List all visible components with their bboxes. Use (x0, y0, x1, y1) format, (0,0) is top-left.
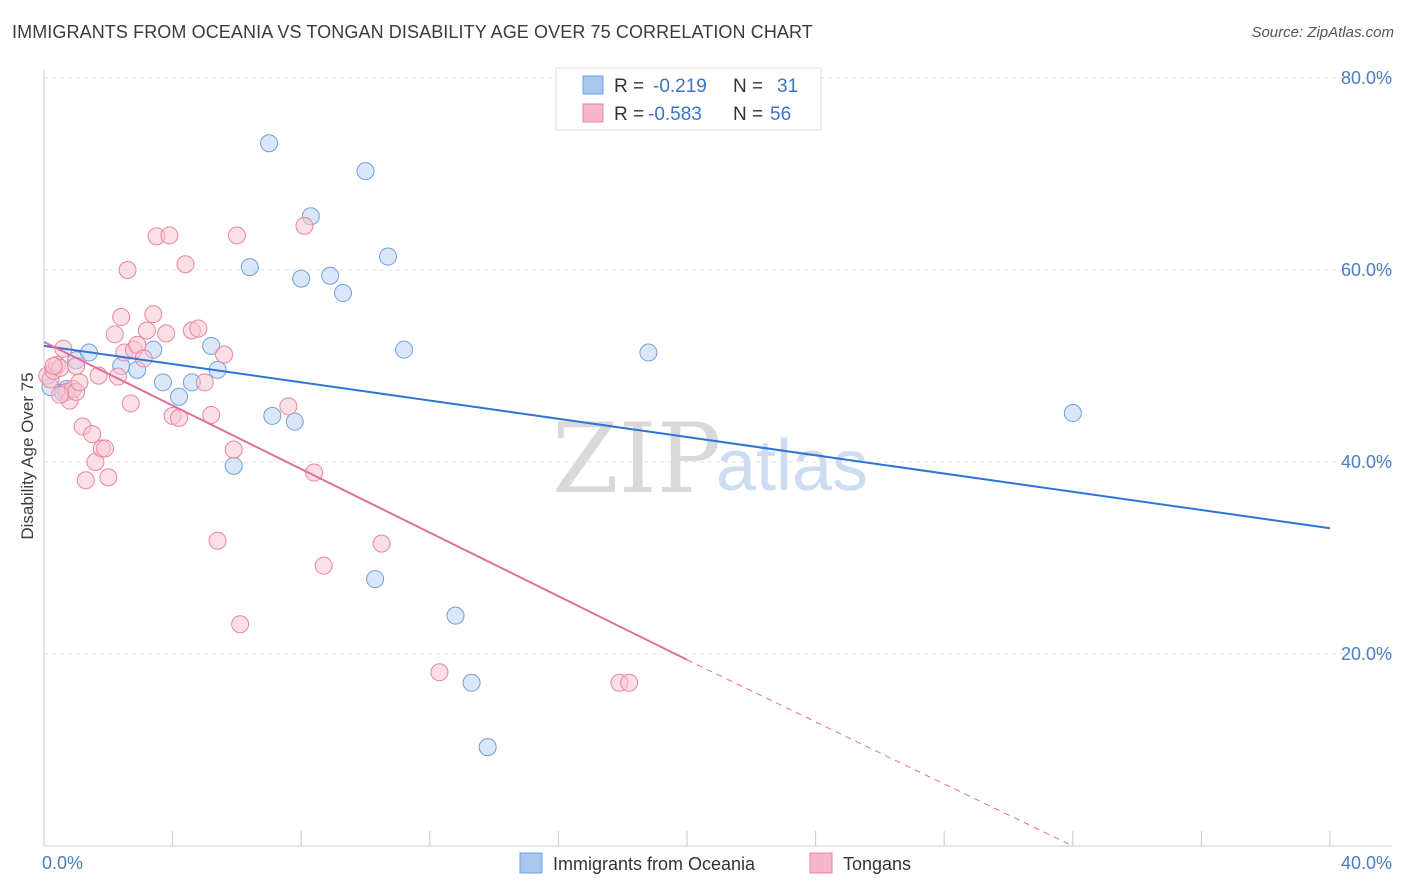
point-oceania-17 (292, 269, 311, 288)
point-tongans-39 (202, 405, 221, 424)
legend-n-value-oceania: 31 (777, 76, 798, 97)
point-oceania-25 (446, 606, 465, 625)
point-tongans-40 (208, 531, 227, 550)
point-tongans-10 (70, 373, 89, 392)
series-legend: Immigrants from Oceania Tongans (519, 852, 911, 874)
watermark: ZIP atlas (552, 403, 868, 515)
point-tongans-17 (96, 439, 115, 458)
watermark-atlas: atlas (716, 426, 868, 506)
point-oceania-26 (462, 673, 481, 692)
y-tick-label-20: 20.0% (1341, 644, 1392, 664)
point-tongans-31 (157, 324, 176, 343)
point-tongans-48 (314, 556, 333, 575)
y-axis-label: Disability Age Over 75 (18, 372, 37, 539)
point-oceania-22 (366, 570, 385, 589)
x-tick-label-0: 0.0% (42, 853, 83, 873)
point-tongans-29 (144, 305, 163, 324)
point-tongans-50 (430, 663, 449, 682)
legend-r-label-oceania: R = (614, 76, 644, 97)
legend-n-value-tongans: 56 (770, 104, 791, 125)
point-oceania-24 (395, 340, 414, 359)
grid-lines (44, 77, 1392, 655)
point-oceania-16 (285, 412, 304, 431)
trend-line-tongans (43, 341, 688, 661)
point-tongans-45 (279, 397, 298, 416)
y-tick-label-40: 40.0% (1341, 452, 1392, 472)
point-oceania-19 (321, 266, 340, 285)
point-tongans-49 (372, 534, 391, 553)
legend-swatch-oceania (582, 75, 604, 95)
point-tongans-44 (231, 615, 250, 634)
point-oceania-21 (356, 162, 375, 181)
point-oceania-27 (478, 738, 497, 757)
point-oceania-8 (170, 387, 189, 406)
point-oceania-14 (260, 134, 279, 153)
point-tongans-23 (118, 261, 137, 279)
y-tick-label-60: 60.0% (1341, 260, 1392, 280)
legend-n-label-tongans: N = (733, 104, 763, 125)
point-tongans-13 (83, 425, 102, 444)
data-points (38, 134, 1082, 757)
chart-title: IMMIGRANTS FROM OCEANIA VS TONGAN DISABI… (12, 22, 813, 42)
point-tongans-28 (137, 321, 156, 340)
point-oceania-10 (202, 336, 221, 355)
source-label: Source: ZipAtlas.com (1251, 24, 1394, 41)
point-oceania-29 (1063, 404, 1082, 423)
point-oceania-23 (379, 247, 398, 266)
point-tongans-24 (121, 394, 140, 413)
point-tongans-32 (160, 226, 179, 245)
legend-n-label-oceania: N = (733, 76, 763, 97)
series-legend-swatch-oceania (519, 852, 543, 874)
point-tongans-21 (112, 308, 131, 327)
legend-r-value-tongans: -0.583 (648, 104, 702, 125)
point-oceania-7 (153, 373, 172, 392)
y-tick-label-80: 80.0% (1341, 68, 1392, 88)
point-oceania-15 (263, 406, 282, 425)
series-legend-swatch-tongans (809, 852, 833, 874)
trend-line-oceania (43, 344, 1331, 530)
legend-swatch-tongans (582, 103, 604, 123)
x-tick-label-1: 40.0% (1341, 853, 1392, 873)
point-oceania-28 (639, 343, 658, 362)
trend-extension-tongans (686, 659, 1074, 847)
trend-lines (43, 341, 1331, 847)
series-tongans (38, 216, 639, 692)
point-tongans-53 (44, 357, 63, 375)
point-tongans-54 (51, 385, 70, 404)
point-tongans-35 (176, 255, 195, 274)
point-tongans-12 (76, 471, 95, 490)
point-tongans-52 (620, 673, 639, 692)
point-tongans-18 (99, 468, 118, 487)
point-tongans-37 (189, 319, 208, 338)
stats-legend: R = -0.219 N = 31 R = -0.583 N = 56 (555, 67, 822, 131)
watermark-zip: ZIP (552, 403, 721, 515)
point-oceania-13 (240, 258, 259, 277)
point-tongans-19 (105, 325, 124, 344)
point-oceania-12 (224, 456, 243, 475)
legend-r-label-tongans: R = (614, 104, 644, 125)
point-tongans-46 (295, 216, 314, 235)
axes (43, 70, 1392, 847)
legend-r-value-oceania: -0.219 (653, 76, 707, 97)
point-tongans-38 (195, 373, 214, 392)
point-tongans-42 (224, 440, 243, 459)
series-legend-label-tongans: Tongans (843, 854, 911, 874)
point-oceania-20 (333, 284, 352, 303)
point-tongans-43 (227, 226, 246, 245)
x-axis-ticks (43, 831, 1331, 846)
point-tongans-41 (215, 345, 234, 364)
series-legend-label-oceania: Immigrants from Oceania (553, 854, 756, 874)
